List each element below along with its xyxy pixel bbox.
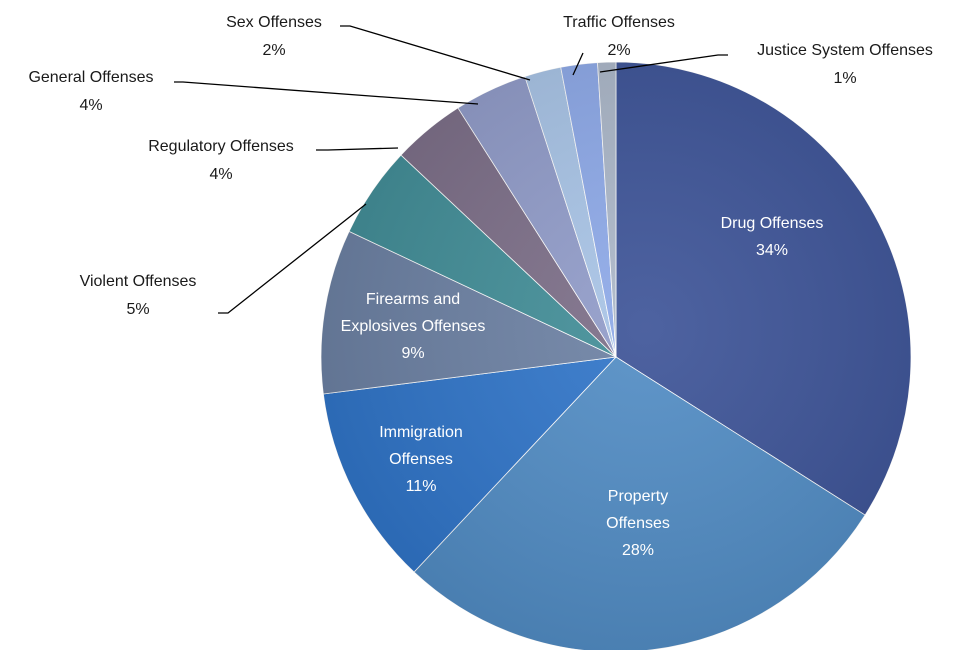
slice-percent-firearms-and-explosives-offenses: 9% xyxy=(401,345,424,362)
slice-percent-property-offenses: 28% xyxy=(622,542,654,559)
slice-label-property-offenses: Property xyxy=(608,488,668,505)
slice-label-violent-offenses: Violent Offenses xyxy=(80,273,197,290)
slice-percent-general-offenses: 4% xyxy=(79,97,102,114)
slice-percent-immigration-offenses: 11% xyxy=(406,478,437,495)
leader-lines xyxy=(174,25,728,314)
slice-percent-drug-offenses: 34% xyxy=(756,242,788,259)
slice-label-property-offenses: Offenses xyxy=(606,515,670,532)
slice-label-drug-offenses: Drug Offenses xyxy=(721,215,824,232)
slice-percent-sex-offenses: 2% xyxy=(262,42,285,59)
slice-label-general-offenses: General Offenses xyxy=(28,69,153,86)
leader-line-justice-system-offenses xyxy=(599,54,728,73)
slice-label-justice-system-offenses: Justice System Offenses xyxy=(757,42,933,59)
slice-label-immigration-offenses: Immigration xyxy=(379,424,463,441)
slice-label-traffic-offenses: Traffic Offenses xyxy=(563,14,675,31)
slice-percent-justice-system-offenses: 1% xyxy=(833,70,856,87)
slice-percent-regulatory-offenses: 4% xyxy=(209,166,232,183)
leader-line-regulatory-offenses xyxy=(316,147,399,151)
leader-line-sex-offenses xyxy=(340,25,531,81)
slice-percent-traffic-offenses: 2% xyxy=(607,42,630,59)
leader-line-violent-offenses xyxy=(218,203,367,314)
slice-label-firearms-and-explosives-offenses: Explosives Offenses xyxy=(341,318,486,335)
slice-percent-violent-offenses: 5% xyxy=(126,301,149,318)
leader-line-general-offenses xyxy=(174,81,479,105)
slice-label-sex-offenses: Sex Offenses xyxy=(226,14,322,31)
slice-label-immigration-offenses: Offenses xyxy=(389,451,453,468)
slice-label-firearms-and-explosives-offenses: Firearms and xyxy=(366,291,460,308)
slice-label-regulatory-offenses: Regulatory Offenses xyxy=(148,138,294,155)
slice-labels: Drug Offenses 34% Property Offenses 28% Immig… xyxy=(28,14,932,559)
leader-line-traffic-offenses xyxy=(572,52,584,76)
